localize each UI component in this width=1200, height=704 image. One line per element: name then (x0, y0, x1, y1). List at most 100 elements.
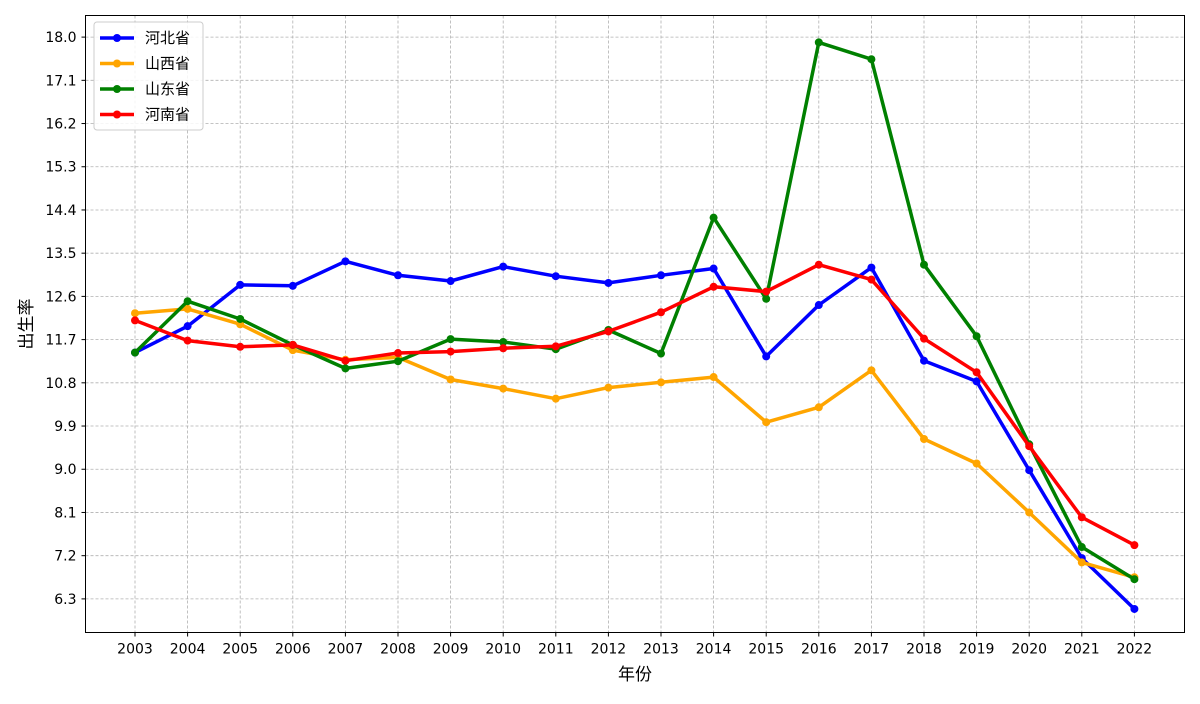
x-tick-label: 2006 (275, 642, 311, 658)
data-point (499, 384, 508, 393)
x-tick-label: 2016 (801, 642, 837, 658)
y-tick-label: 16.2 (45, 117, 76, 133)
data-point (288, 281, 297, 290)
x-tick-label: 2012 (591, 642, 627, 658)
y-tick-label: 11.7 (45, 333, 76, 349)
data-point (551, 342, 560, 351)
data-point (394, 357, 402, 366)
x-tick-label: 2005 (222, 642, 258, 658)
x-tick-label: 2018 (906, 642, 942, 658)
data-point (551, 394, 560, 403)
y-tick-label: 13.5 (45, 246, 76, 262)
y-tick-label: 6.3 (54, 592, 76, 608)
legend-label: 河南省 (145, 106, 190, 124)
data-point (1025, 508, 1034, 517)
legend-label: 河北省 (145, 29, 190, 47)
y-axis-label: 出生率 (17, 299, 37, 350)
data-point (604, 278, 613, 287)
data-point (446, 277, 455, 286)
legend-box (93, 21, 204, 131)
data-point (183, 336, 192, 345)
data-point (867, 275, 876, 284)
data-point (762, 352, 771, 361)
legend-label: 山西省 (145, 55, 190, 73)
data-point (1130, 541, 1139, 550)
data-point (131, 348, 139, 357)
data-point (288, 340, 297, 349)
grid (85, 15, 1185, 633)
series-line (134, 307, 1135, 579)
y-axis-ticks: 6.3 7.2 8.1 9.0 9.9 10.8 11.7 12.6 13.5 14.4 15.3 1… (45, 30, 86, 608)
data-point (1130, 575, 1139, 584)
data-point (762, 418, 771, 427)
legend-swatch-marker (113, 110, 121, 119)
x-tick-label: 2020 (1011, 642, 1047, 658)
legend-swatch-marker (113, 85, 121, 93)
legend-item: 河北省 (100, 29, 190, 47)
data-point (657, 378, 665, 387)
data-point (394, 349, 402, 358)
data-point (814, 301, 823, 310)
x-tick-label: 2008 (380, 642, 416, 658)
y-tick-label: 9.9 (54, 419, 76, 435)
data-point (814, 38, 823, 47)
series-山东省 (131, 38, 1139, 584)
data-point (446, 335, 455, 344)
data-point (341, 356, 350, 365)
data-point (867, 366, 876, 375)
x-tick-label: 2010 (485, 642, 521, 658)
data-point (657, 271, 665, 280)
data-point (499, 262, 508, 271)
data-point (183, 322, 192, 331)
data-point (183, 297, 192, 306)
y-tick-label: 9.0 (54, 462, 76, 478)
data-point (867, 263, 876, 272)
data-point (920, 356, 928, 365)
x-tick-label: 2014 (696, 642, 732, 658)
y-tick-label: 14.4 (45, 203, 76, 219)
y-tick-label: 17.1 (45, 73, 76, 89)
data-point (920, 260, 928, 269)
data-point (236, 314, 245, 323)
data-point (131, 316, 139, 325)
series-河南省 (131, 260, 1139, 550)
data-point (972, 459, 981, 468)
data-point (709, 213, 718, 222)
data-point (709, 264, 718, 273)
data-point (972, 368, 981, 377)
data-point (762, 287, 771, 296)
data-point (1077, 513, 1086, 522)
series-line (133, 40, 1136, 581)
legend-swatch-marker (113, 34, 121, 42)
y-tick-label: 12.6 (45, 289, 76, 305)
data-point (972, 377, 981, 386)
data-point (814, 403, 823, 412)
data-point (394, 271, 402, 280)
y-tick-label: 7.2 (54, 549, 76, 565)
legend-item: 河南省 (100, 106, 190, 124)
data-point (236, 342, 245, 351)
series-河北省 (131, 257, 1139, 613)
data-point (709, 373, 718, 382)
data-point (341, 257, 350, 266)
x-tick-label: 2022 (1117, 642, 1153, 658)
series-line (134, 259, 1136, 611)
y-tick-label: 8.1 (54, 505, 76, 521)
data-point (604, 383, 613, 392)
plot-frame (85, 15, 1185, 633)
legend-item: 山西省 (100, 55, 190, 73)
data-point (499, 338, 508, 347)
data-point (814, 260, 823, 269)
data-point (1077, 558, 1086, 567)
x-tick-label: 2004 (170, 642, 206, 658)
data-point (762, 294, 771, 303)
data-point (131, 309, 139, 318)
data-point (657, 349, 665, 358)
y-tick-label: 10.8 (45, 376, 76, 392)
data-point (867, 55, 876, 64)
series-layer (131, 38, 1139, 613)
